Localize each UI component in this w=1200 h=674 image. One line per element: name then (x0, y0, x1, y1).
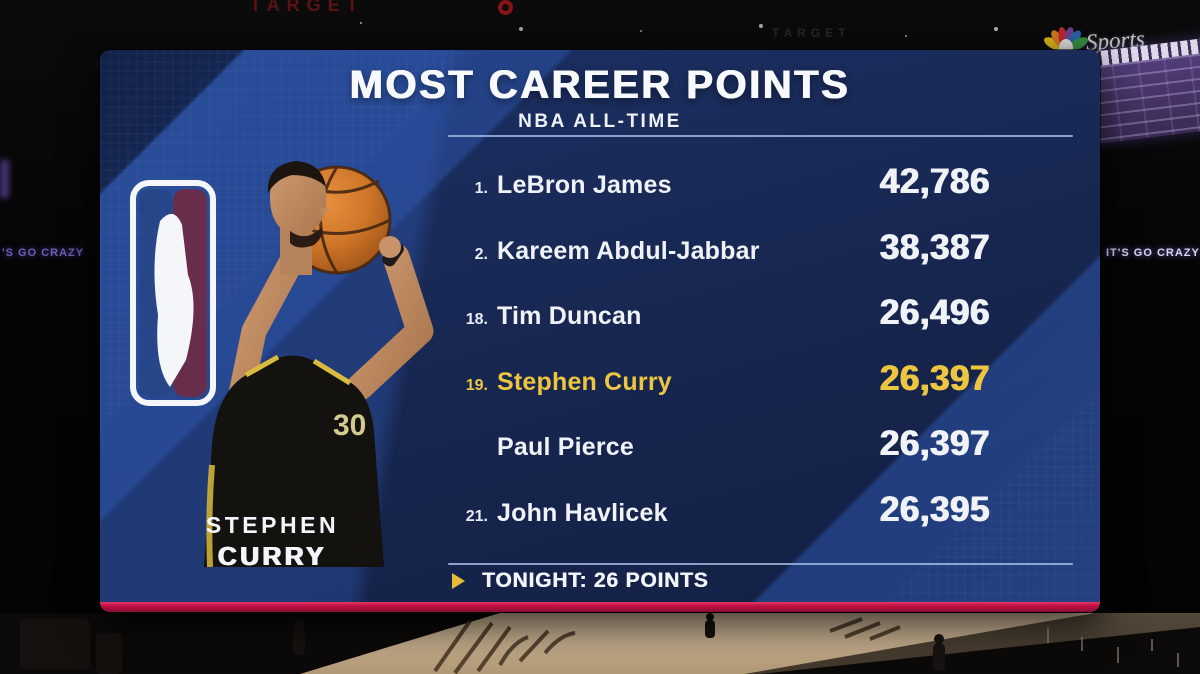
row-rank: 19. (465, 376, 488, 394)
beard (290, 227, 323, 248)
footer-label: TONIGHT: 26 POINTS (482, 569, 709, 592)
row-rank: 21. (465, 507, 488, 525)
row-player: John Havlicek (497, 498, 668, 527)
panel-subtitle: NBA ALL-TIME (518, 111, 682, 132)
court-floor (0, 613, 1200, 674)
panel-header: MOST CAREER POINTS NBA ALL-TIME (100, 63, 1100, 133)
led-glow (0, 160, 9, 198)
play-arrow-icon (452, 573, 465, 589)
hair (267, 161, 326, 193)
crowd-streaks (1047, 627, 1179, 667)
table-row: 18. Tim Duncan 26,496 (445, 279, 990, 345)
row-player: Paul Pierce (497, 433, 635, 461)
row-rank: 2. (474, 245, 488, 263)
jersey (204, 355, 384, 567)
table-row: 1. LeBron James 42,786 (445, 148, 990, 214)
divider-bottom (448, 563, 1073, 565)
row-points: 26,395 (879, 489, 990, 529)
row-rank: 1. (474, 180, 488, 197)
footer-bar: TONIGHT: 26 POINTS (452, 569, 708, 593)
row-player: Stephen Curry (497, 367, 672, 396)
divider-top (448, 135, 1073, 137)
table-row: Paul Pierce 26,397 (445, 410, 990, 476)
arena-target-sign: TARGET (250, 0, 365, 15)
player-photo: 30 (130, 161, 434, 567)
jersey-number: 30 (333, 409, 366, 442)
panel-accent-strip (100, 602, 1100, 612)
panel-title: MOST CAREER POINTS (349, 63, 851, 107)
player-name-label: STEPHEN CURRY (100, 512, 445, 572)
target-bullseye-icon (498, 0, 513, 15)
row-player: Tim Duncan (497, 302, 642, 330)
row-player: Kareem Abdul-Jabbar (497, 236, 760, 265)
row-points: 38,387 (879, 227, 990, 267)
court-details (20, 613, 1179, 674)
row-points: 26,496 (879, 293, 990, 332)
row-points: 26,397 (879, 358, 990, 398)
stats-panel: MOST CAREER POINTS NBA ALL-TIME (100, 50, 1100, 612)
row-player: LeBron James (497, 171, 672, 199)
arena-target-sign-far: TARGET (772, 26, 851, 40)
led-board-right: IT'S GO CRAZY (1106, 247, 1200, 259)
nba-logo (130, 180, 216, 406)
row-points: 26,397 (879, 424, 990, 463)
court-script-marks (433, 617, 901, 674)
player-silhouettes (20, 613, 945, 674)
arena-lights (360, 22, 362, 24)
row-points: 42,786 (879, 162, 990, 201)
led-board-left: 'S GO CRAZY (2, 247, 85, 259)
player-figure: 30 (204, 161, 434, 567)
player-first-name: STEPHEN (205, 512, 340, 538)
table-row: 21. John Havlicek 26,395 (445, 476, 990, 542)
leaderboard: 1. LeBron James 42,786 2. Kareem Abdul-J… (445, 148, 990, 541)
row-rank: 18. (465, 311, 488, 328)
table-row: 2. Kareem Abdul-Jabbar 38,387 (445, 214, 990, 280)
table-row-highlighted: 19. Stephen Curry 26,397 (445, 345, 990, 411)
player-last-name: CURRY (218, 541, 327, 571)
